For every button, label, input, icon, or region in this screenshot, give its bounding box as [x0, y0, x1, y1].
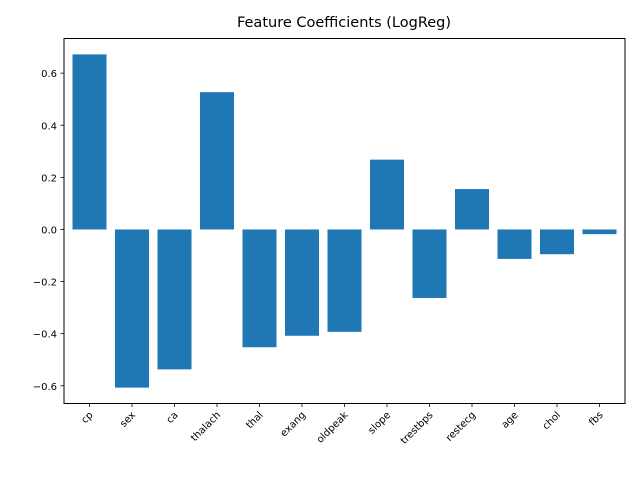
- chart-title: Feature Coefficients (LogReg): [237, 15, 451, 31]
- bar-oldpeak: [327, 229, 362, 332]
- bar-thalach: [200, 92, 234, 230]
- plot-frame: [63, 38, 626, 404]
- x-tick-label: ca: [165, 410, 181, 426]
- bar-thal: [242, 229, 277, 348]
- x-tick-label: thalach: [189, 410, 223, 444]
- bar-cp: [72, 54, 107, 230]
- bar-slope: [370, 159, 404, 230]
- x-tick-label: fbs: [587, 410, 605, 428]
- y-tick-label: −0.6: [33, 382, 57, 393]
- bar-sex: [115, 229, 149, 388]
- bar-exang: [285, 229, 319, 336]
- y-tick-label: −0.4: [33, 330, 57, 341]
- x-tick-label: thal: [244, 410, 265, 431]
- y-tick-label: 0.0: [41, 225, 57, 236]
- x-tick-label: age: [500, 410, 521, 431]
- x-tick-label: chol: [541, 410, 563, 432]
- y-tick-label: 0.4: [41, 121, 57, 132]
- y-tick-label: 0.6: [41, 69, 57, 80]
- bar-chol: [540, 229, 574, 255]
- x-tick-label: restecg: [444, 410, 478, 444]
- bar-trestbps: [412, 229, 447, 298]
- y-tick-label: −0.2: [33, 278, 57, 289]
- y-axis: −0.6 −0.4 −0.2 0.0 0.2 0.4 0.6: [33, 69, 64, 393]
- bar-ca: [157, 229, 192, 370]
- bar-fbs: [582, 229, 617, 235]
- x-tick-label: exang: [279, 410, 308, 439]
- y-tick-label: 0.2: [41, 173, 57, 184]
- bars-layer: [72, 54, 617, 388]
- x-tick-label: cp: [79, 410, 95, 426]
- x-tick-label: slope: [367, 410, 394, 437]
- x-axis: cp sex ca thalach thal exang oldpeak slope trest…: [79, 403, 606, 447]
- bar-age: [497, 229, 532, 259]
- x-tick-label: oldpeak: [315, 410, 351, 446]
- x-tick-label: trestbps: [399, 410, 436, 447]
- bar-restecg: [455, 189, 489, 230]
- x-tick-label: sex: [118, 410, 138, 430]
